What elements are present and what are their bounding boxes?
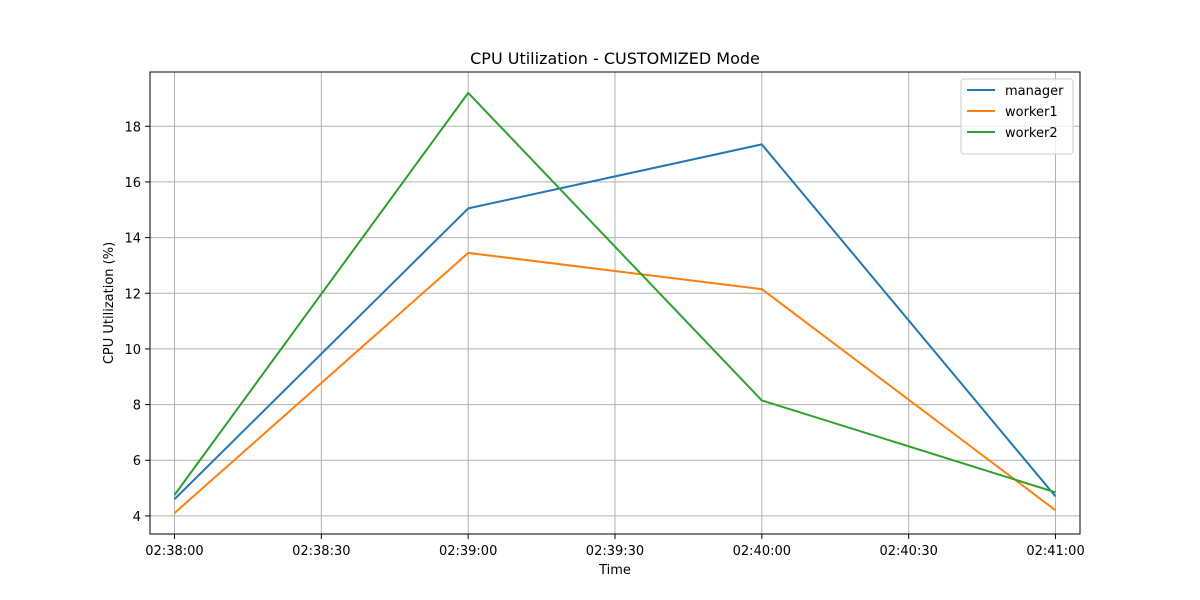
x-tick-label: 02:40:00 [733,544,791,559]
grid [150,72,1080,534]
x-tick-label: 02:39:00 [439,544,497,559]
legend-box [960,78,1074,155]
y-tick-label: 8 [133,399,141,414]
x-tick-label: 02:40:30 [879,544,937,559]
y-tick-label: 18 [124,120,141,135]
legend-label-manager: manager [1005,84,1064,99]
x-axis-ticks: 02:38:00 02:38:30 02:39:00 02:39:30 02:40:00… [145,534,1085,559]
legend-label-worker2: worker2 [1005,126,1058,141]
x-tick-label: 02:39:30 [586,544,644,559]
y-axis-ticks: 4 6 8 10 12 14 16 18 [124,120,150,525]
x-axis-label: Time [598,563,631,578]
series-line-manager [173,143,1057,500]
y-tick-label: 4 [133,510,141,525]
x-tick-label: 02:38:00 [145,544,203,559]
x-tick-label: 02:41:00 [1026,544,1084,559]
legend: manager worker1 worker2 [960,78,1074,155]
series-line-worker1 [173,251,1057,514]
y-tick-label: 14 [124,232,141,247]
series-lines [173,91,1057,514]
y-tick-label: 12 [124,287,141,302]
y-tick-label: 16 [124,176,141,191]
y-tick-label: 10 [124,343,141,358]
chart-title: CPU Utilization - CUSTOMIZED Mode [470,49,760,68]
y-axis-label: CPU Utilization (%) [102,242,117,364]
y-tick-label: 6 [133,454,141,469]
legend-label-worker1: worker1 [1005,105,1058,120]
x-tick-label: 02:38:30 [292,544,350,559]
series-line-worker2 [173,91,1056,496]
